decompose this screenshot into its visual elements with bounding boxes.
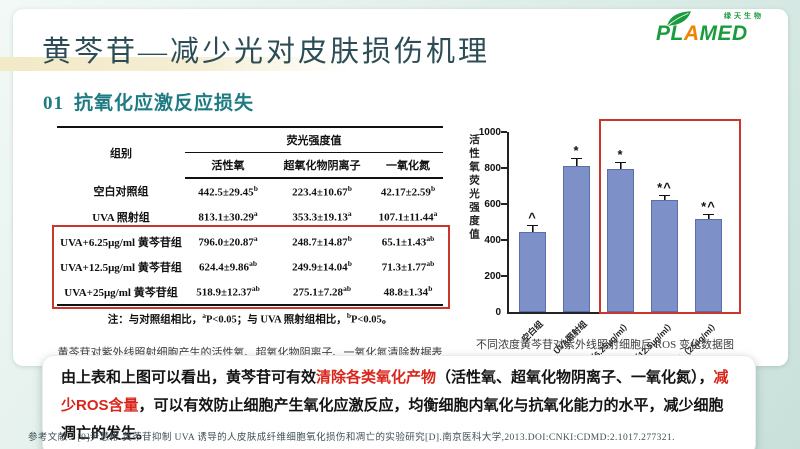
leaf-icon — [666, 11, 691, 27]
y-tick-mark — [501, 275, 507, 277]
table-cell-value: 518.9±12.37ab — [185, 279, 271, 306]
plamed-logo: 绿天生物 PLAMED — [656, 10, 766, 46]
y-tick-label: 0 — [495, 307, 501, 318]
chart-bar — [607, 168, 634, 312]
logo-tagline: 绿天生物 — [724, 13, 764, 20]
logo-brand-text: PLAMED — [656, 22, 748, 46]
significance-annotation: *^ — [657, 180, 672, 196]
y-tick-label: 1000 — [478, 127, 501, 138]
logo-letter: PL — [656, 22, 684, 45]
summary-text-segment: 减少ROS含量 — [61, 369, 729, 414]
summary-text-segment: （活性氧、超氧化物阴离子、一氧化氮）， — [436, 369, 714, 386]
summary-text-segment: ，可以有效防止细胞产生氧化应激反应，均衡细胞内氧化与抗氧化能力的水平，减少细胞凋… — [61, 396, 724, 442]
table-cell-value: 48.8±1.34b — [373, 279, 443, 306]
error-bar — [615, 162, 626, 169]
table-cell-value: 249.9±14.04b — [292, 259, 352, 274]
reference-footer: 参考文献：[9]尹慧彬.黄芩苷抑制 UVA 诱导的人皮肤成纤维细胞氧化损伤和凋亡… — [28, 433, 675, 443]
table-cell-value: 223.4±10.67b — [292, 184, 352, 199]
logo-letter: A — [683, 22, 700, 45]
table-subheader-row: 活性氧 超氧化物阴离子 一氧化氮 — [57, 152, 443, 179]
table-row: UVA+6.25μg/ml 黄芩苷组 796.0±20.87a 248.7±14.8… — [57, 229, 443, 254]
y-tick-mark — [501, 239, 507, 241]
table-cell-value: 353.3±19.13a — [292, 209, 352, 224]
table-row: UVA+25μg/ml 黄芩苷组 518.9±12.37ab 275.1±7.28a… — [57, 279, 443, 306]
logo-letter: MED — [699, 22, 748, 45]
column-header-group: 组别 — [110, 148, 132, 160]
table-header-row: 组别 荧光强度值 — [57, 127, 443, 160]
significance-annotation: *^ — [701, 198, 716, 214]
table-note-text: a — [202, 311, 206, 320]
table-cell-value: 624.4±9.86ab — [199, 259, 257, 274]
table-cell-value: 442.5±29.45b — [198, 184, 258, 199]
section-heading: 01 抗氧化应激反应损失 — [43, 88, 254, 115]
ros-bar-chart: 活性氧荧光强度值 02004006008001000^空白组*UVA照射组*UV… — [455, 119, 755, 399]
table-row: 空白对照组 442.5±29.45b 223.4±10.67b 42.17±2.59b — [57, 178, 443, 204]
table-cell-group: UVA+25μg/ml 黄芩苷组 — [57, 279, 185, 306]
table-note-text: 注：与对照组相比， — [107, 314, 203, 326]
data-table: 组别 荧光强度值 活性氧 超氧化物阴离子 一氧化氮 空白对照组 442.5±29.… — [57, 126, 443, 306]
column-header-no: 一氧化氮 — [373, 152, 443, 179]
title-highlight-bar — [0, 57, 352, 71]
y-tick-label: 800 — [484, 163, 501, 174]
section-number: 01 — [43, 93, 64, 114]
column-header-ros: 活性氧 — [185, 152, 271, 179]
table-cell-group: UVA+6.25μg/ml 黄芩苷组 — [60, 236, 182, 249]
chart-y-axis-label: 活性氧荧光强度值 — [468, 134, 480, 242]
summary-text-segment: 清除各类氧化产物 — [316, 369, 437, 386]
table-cell-value: 65.1±1.43ab — [381, 234, 435, 249]
table-cell-value: 42.17±2.59b — [380, 184, 436, 199]
chart-caption: 不同浓度黄芩苷对紫外线照射细胞后 ROS 变化数据图 — [476, 339, 734, 351]
summary-callout-box: 由上表和上图可以看出，黄芩苷可有效清除各类氧化产物（活性氧、超氧化物阴离子、一氧… — [42, 355, 756, 449]
table-cell-value: 796.0±20.87a — [198, 234, 258, 249]
table-row: UVA 照射组 813.1±30.29a 353.3±19.13a 107.1±11.… — [57, 204, 443, 229]
chart-bar — [651, 199, 678, 312]
y-tick-label: 200 — [484, 271, 501, 282]
table-cell-value: 813.1±30.29a — [198, 209, 258, 224]
table-cell-value: 107.1±11.44a — [378, 209, 438, 224]
chart-plot-area: 02004006008001000^空白组*UVA照射组*UVA+黄芩苷（6.2… — [479, 119, 741, 399]
significance-annotation: * — [617, 147, 624, 163]
y-tick-label: 600 — [484, 199, 501, 210]
y-tick-label: 400 — [484, 235, 501, 246]
section-title: 抗氧化应激反应损失 — [74, 93, 255, 114]
table-cell-value: 248.7±14.87b — [292, 234, 352, 249]
error-bar — [571, 157, 582, 166]
column-header-span: 荧光强度值 — [185, 127, 443, 153]
error-bar — [659, 195, 670, 200]
table-row: UVA+12.5μg/ml 黄芩苷组 624.4±9.86ab 249.9±14.0… — [57, 254, 443, 279]
error-bar — [703, 213, 714, 219]
table-note-text: b — [346, 311, 351, 320]
summary-text-segment: 由上表和上图可以看出，黄芩苷可有效 — [61, 369, 317, 386]
table-cell-group: UVA+12.5μg/ml 黄芩苷组 — [60, 261, 182, 274]
page-title: 黄芩苷—减少光对皮肤损伤机理 — [42, 36, 491, 68]
table-note-text: P<0.05。 — [350, 314, 393, 326]
chart-bar — [695, 218, 722, 312]
chart-bar — [519, 232, 546, 312]
table-cell-group: 空白对照组 — [93, 186, 149, 198]
significance-annotation: * — [573, 142, 580, 158]
table-note: 注：与对照组相比，aP<0.05；与 UVA 照射组相比，bP<0.05。 — [57, 311, 443, 327]
chart-bar — [563, 165, 590, 312]
y-tick-mark — [501, 167, 507, 169]
table-note-text: P<0.05；与 UVA 照射组相比， — [205, 314, 347, 326]
table-cell-value: 275.1±7.28ab — [271, 279, 373, 306]
y-tick-mark — [501, 131, 507, 133]
y-tick-mark — [501, 203, 507, 205]
significance-annotation: ^ — [528, 209, 537, 225]
column-header-superoxide: 超氧化物阴离子 — [271, 152, 373, 179]
table-cell-value: 71.3±1.77ab — [381, 259, 435, 274]
error-bar — [527, 224, 538, 233]
table-cell-group: UVA 照射组 — [92, 211, 150, 224]
fluorescence-data-table: 组别 荧光强度值 活性氧 超氧化物阴离子 一氧化氮 空白对照组 442.5±29.… — [52, 126, 450, 360]
